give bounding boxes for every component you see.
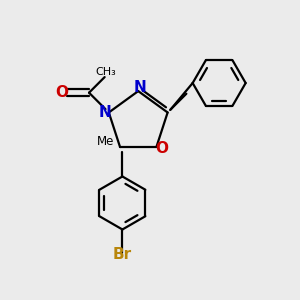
Text: Me: Me — [97, 135, 115, 148]
Text: Br: Br — [113, 247, 132, 262]
Text: N: N — [133, 80, 146, 95]
Text: CH₃: CH₃ — [96, 67, 116, 77]
Text: O: O — [155, 141, 168, 156]
Text: O: O — [55, 85, 68, 100]
Text: N: N — [99, 105, 112, 120]
